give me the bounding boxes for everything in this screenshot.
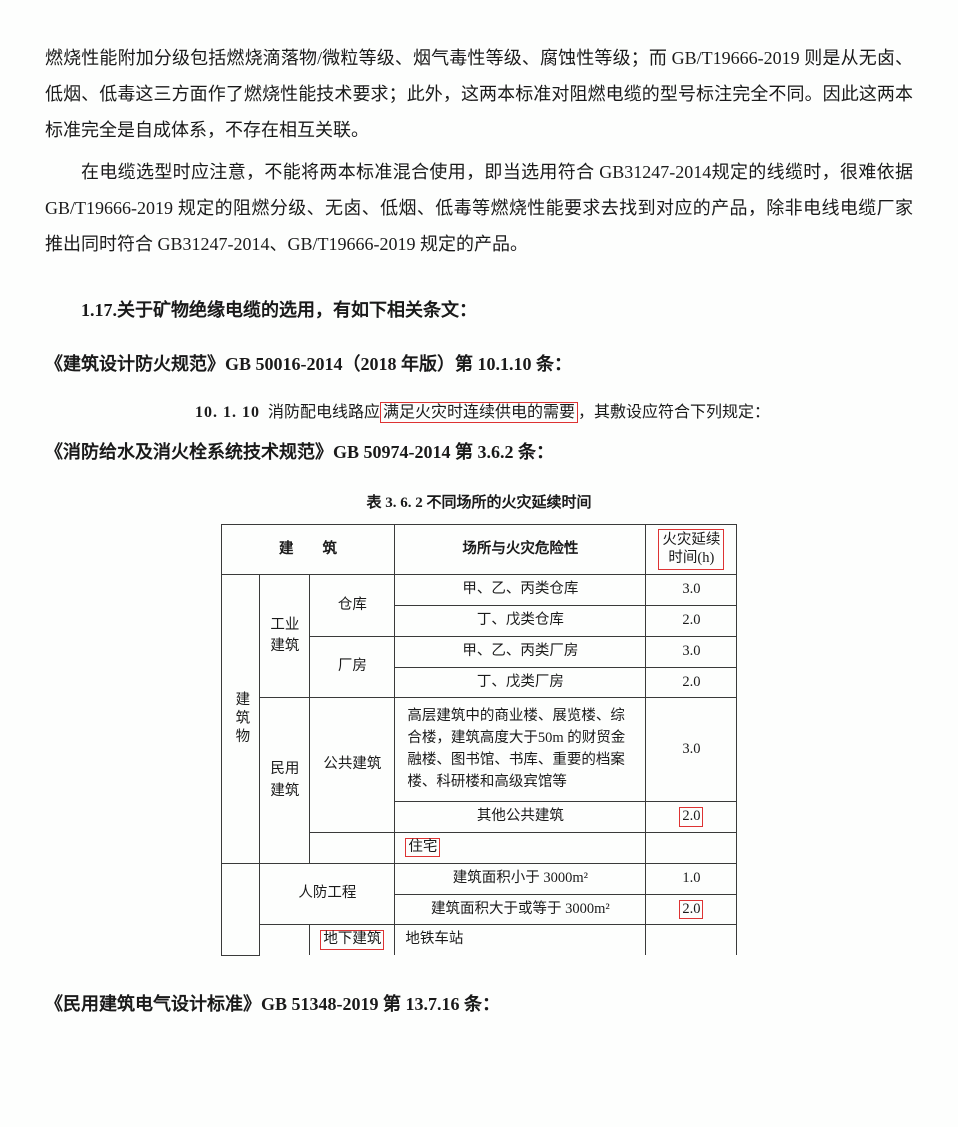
cell-warehouse: 仓库	[310, 575, 395, 637]
val-warehouse-abc: 3.0	[646, 575, 737, 606]
header-hazard: 场所与火灾危险性	[395, 524, 646, 575]
cell-workshop: 厂房	[310, 636, 395, 698]
cell-civil-defense: 人防工程	[260, 863, 395, 925]
cell-workshop-de: 丁、戊类厂房	[395, 667, 646, 698]
header-duration-l2: 时间(h)	[668, 550, 714, 566]
row-warehouse-abc: 建筑物 工业建筑 仓库 甲、乙、丙类仓库 3.0	[221, 575, 737, 606]
header-building: 建 筑	[221, 524, 395, 575]
cell-residential-span	[310, 833, 395, 864]
val-public-other: 2.0	[646, 802, 737, 833]
row-defense-small: 人防工程 建筑面积小于 3000m² 1.0	[221, 863, 737, 894]
clause-10-1-10: 10. 1. 10 消防配电线路应满足火灾时连续供电的需要，其敷设应符合下列规定…	[195, 400, 913, 426]
clause-highlight: 满足火灾时连续供电的需要	[380, 402, 578, 423]
cell-defense-large: 建筑面积大于或等于 3000m²	[395, 894, 646, 925]
cell-underground: 地下建筑	[310, 925, 395, 955]
val-public-highrise: 3.0	[646, 698, 737, 802]
standard-ref-gb50016: 《建筑设计防火规范》GB 50016-2014（2018 年版）第 10.1.1…	[45, 346, 913, 382]
val-defense-small: 1.0	[646, 863, 737, 894]
cell-building-root-cont	[221, 863, 260, 955]
clause-text-pre: 消防配电线路应	[268, 404, 380, 421]
val-workshop-de: 2.0	[646, 667, 737, 698]
cell-warehouse-abc: 甲、乙、丙类仓库	[395, 575, 646, 606]
table-3-6-2-title: 表 3. 6. 2 不同场所的火灾延续时间	[45, 488, 913, 518]
cell-building-root: 建筑物	[221, 575, 260, 864]
cell-warehouse-de: 丁、戊类仓库	[395, 606, 646, 637]
cell-civil: 民用建筑	[260, 698, 310, 864]
cell-public-building: 公共建筑	[310, 698, 395, 833]
cell-subway: 地铁车站	[395, 925, 646, 955]
cell-public-other: 其他公共建筑	[395, 802, 646, 833]
cell-underground-l	[260, 925, 310, 955]
header-duration-l1: 火灾延续	[662, 532, 720, 548]
fire-duration-table: 建 筑 场所与火灾危险性 火灾延续 时间(h) 建筑物 工业建筑 仓库 甲、乙、…	[221, 524, 738, 956]
cell-industrial: 工业建筑	[260, 575, 310, 698]
header-duration: 火灾延续 时间(h)	[646, 524, 737, 575]
row-underground: 地下建筑 地铁车站	[221, 925, 737, 955]
row-public-highrise: 民用建筑 公共建筑 高层建筑中的商业楼、展览楼、综合楼，建筑高度大于50m 的财…	[221, 698, 737, 802]
val-subway	[646, 925, 737, 955]
val-workshop-abc: 3.0	[646, 636, 737, 667]
cell-residential: 住宅	[395, 833, 646, 864]
val-warehouse-de: 2.0	[646, 606, 737, 637]
standard-ref-gb51348: 《民用建筑电气设计标准》GB 51348-2019 第 13.7.16 条：	[45, 986, 913, 1022]
clause-number: 10. 1. 10	[195, 404, 260, 421]
section-1-17-heading: 1.17.关于矿物绝缘电缆的选用，有如下相关条文：	[81, 292, 913, 328]
paragraph-2: 在电缆选型时应注意，不能将两本标准混合使用，即当选用符合 GB31247-201…	[45, 154, 913, 262]
table-header-row: 建 筑 场所与火灾危险性 火灾延续 时间(h)	[221, 524, 737, 575]
cell-defense-small: 建筑面积小于 3000m²	[395, 863, 646, 894]
clause-text-post: ，其敷设应符合下列规定：	[578, 404, 770, 421]
cell-public-highrise: 高层建筑中的商业楼、展览楼、综合楼，建筑高度大于50m 的财贸金融楼、图书馆、书…	[395, 698, 646, 802]
cell-workshop-abc: 甲、乙、丙类厂房	[395, 636, 646, 667]
val-residential	[646, 833, 737, 864]
val-defense-large: 2.0	[646, 894, 737, 925]
standard-ref-gb50974: 《消防给水及消火栓系统技术规范》GB 50974-2014 第 3.6.2 条：	[45, 434, 913, 470]
paragraph-1: 燃烧性能附加分级包括燃烧滴落物/微粒等级、烟气毒性等级、腐蚀性等级；而 GB/T…	[45, 40, 913, 148]
